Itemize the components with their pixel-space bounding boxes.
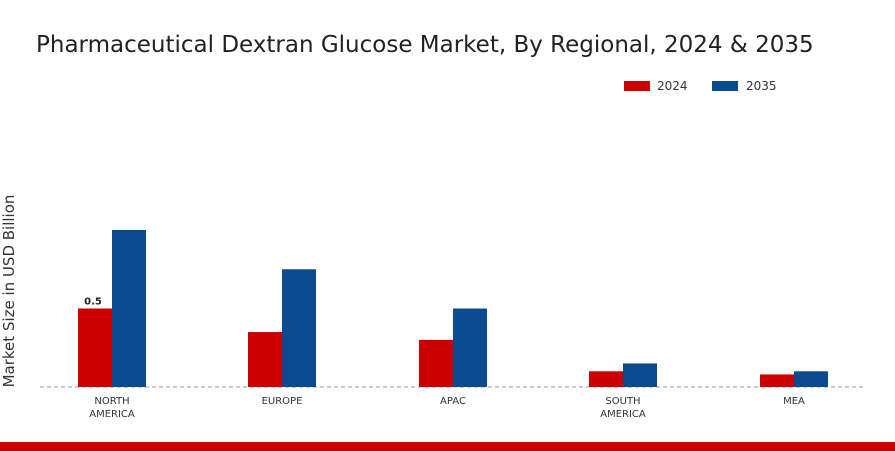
data-labels: 0.5 (84, 297, 102, 308)
x-tick-label: APAC (440, 396, 466, 407)
bar-2024-0 (78, 308, 112, 387)
x-tick-labels: NORTH AMERICA EUROPE APAC SOUTH AMERICA MEA (89, 396, 805, 420)
x-tick-label-line: AMERICA (600, 409, 646, 420)
legend-swatch-2024 (624, 81, 650, 91)
x-tick-label: SOUTH AMERICA (600, 396, 646, 420)
legend-label-2035: 2035 (746, 79, 777, 93)
x-tick-label-line: SOUTH (605, 396, 640, 407)
bar-2035-1 (282, 269, 316, 387)
x-tick-label-line: NORTH (94, 396, 129, 407)
bar-2035-0 (112, 230, 146, 387)
chart-title: Pharmaceutical Dextran Glucose Market, B… (36, 32, 814, 58)
bar-2035-3 (623, 363, 657, 387)
legend-label-2024: 2024 (657, 79, 688, 93)
x-tick-label: NORTH AMERICA (89, 396, 135, 420)
legend: 2024 2035 (624, 79, 777, 93)
x-tick-label-line: EUROPE (262, 396, 303, 407)
bars (78, 230, 828, 387)
bar-2024-1 (248, 332, 282, 387)
bar-2035-4 (794, 371, 828, 387)
x-tick-label-line: APAC (440, 396, 466, 407)
legend-swatch-2035 (712, 81, 738, 91)
y-axis-label: Market Size in USD Billion (0, 195, 18, 388)
x-tick-label-line: MEA (783, 396, 805, 407)
bar-2035-2 (453, 308, 487, 387)
x-tick-label: MEA (783, 396, 805, 407)
x-tick-label-line: AMERICA (89, 409, 135, 420)
footer-bar (0, 442, 895, 451)
bar-2024-2 (419, 339, 453, 387)
x-tick-label: EUROPE (262, 396, 303, 407)
data-label: 0.5 (84, 297, 102, 308)
bar-2024-3 (589, 371, 623, 387)
bar-2024-4 (760, 374, 794, 387)
